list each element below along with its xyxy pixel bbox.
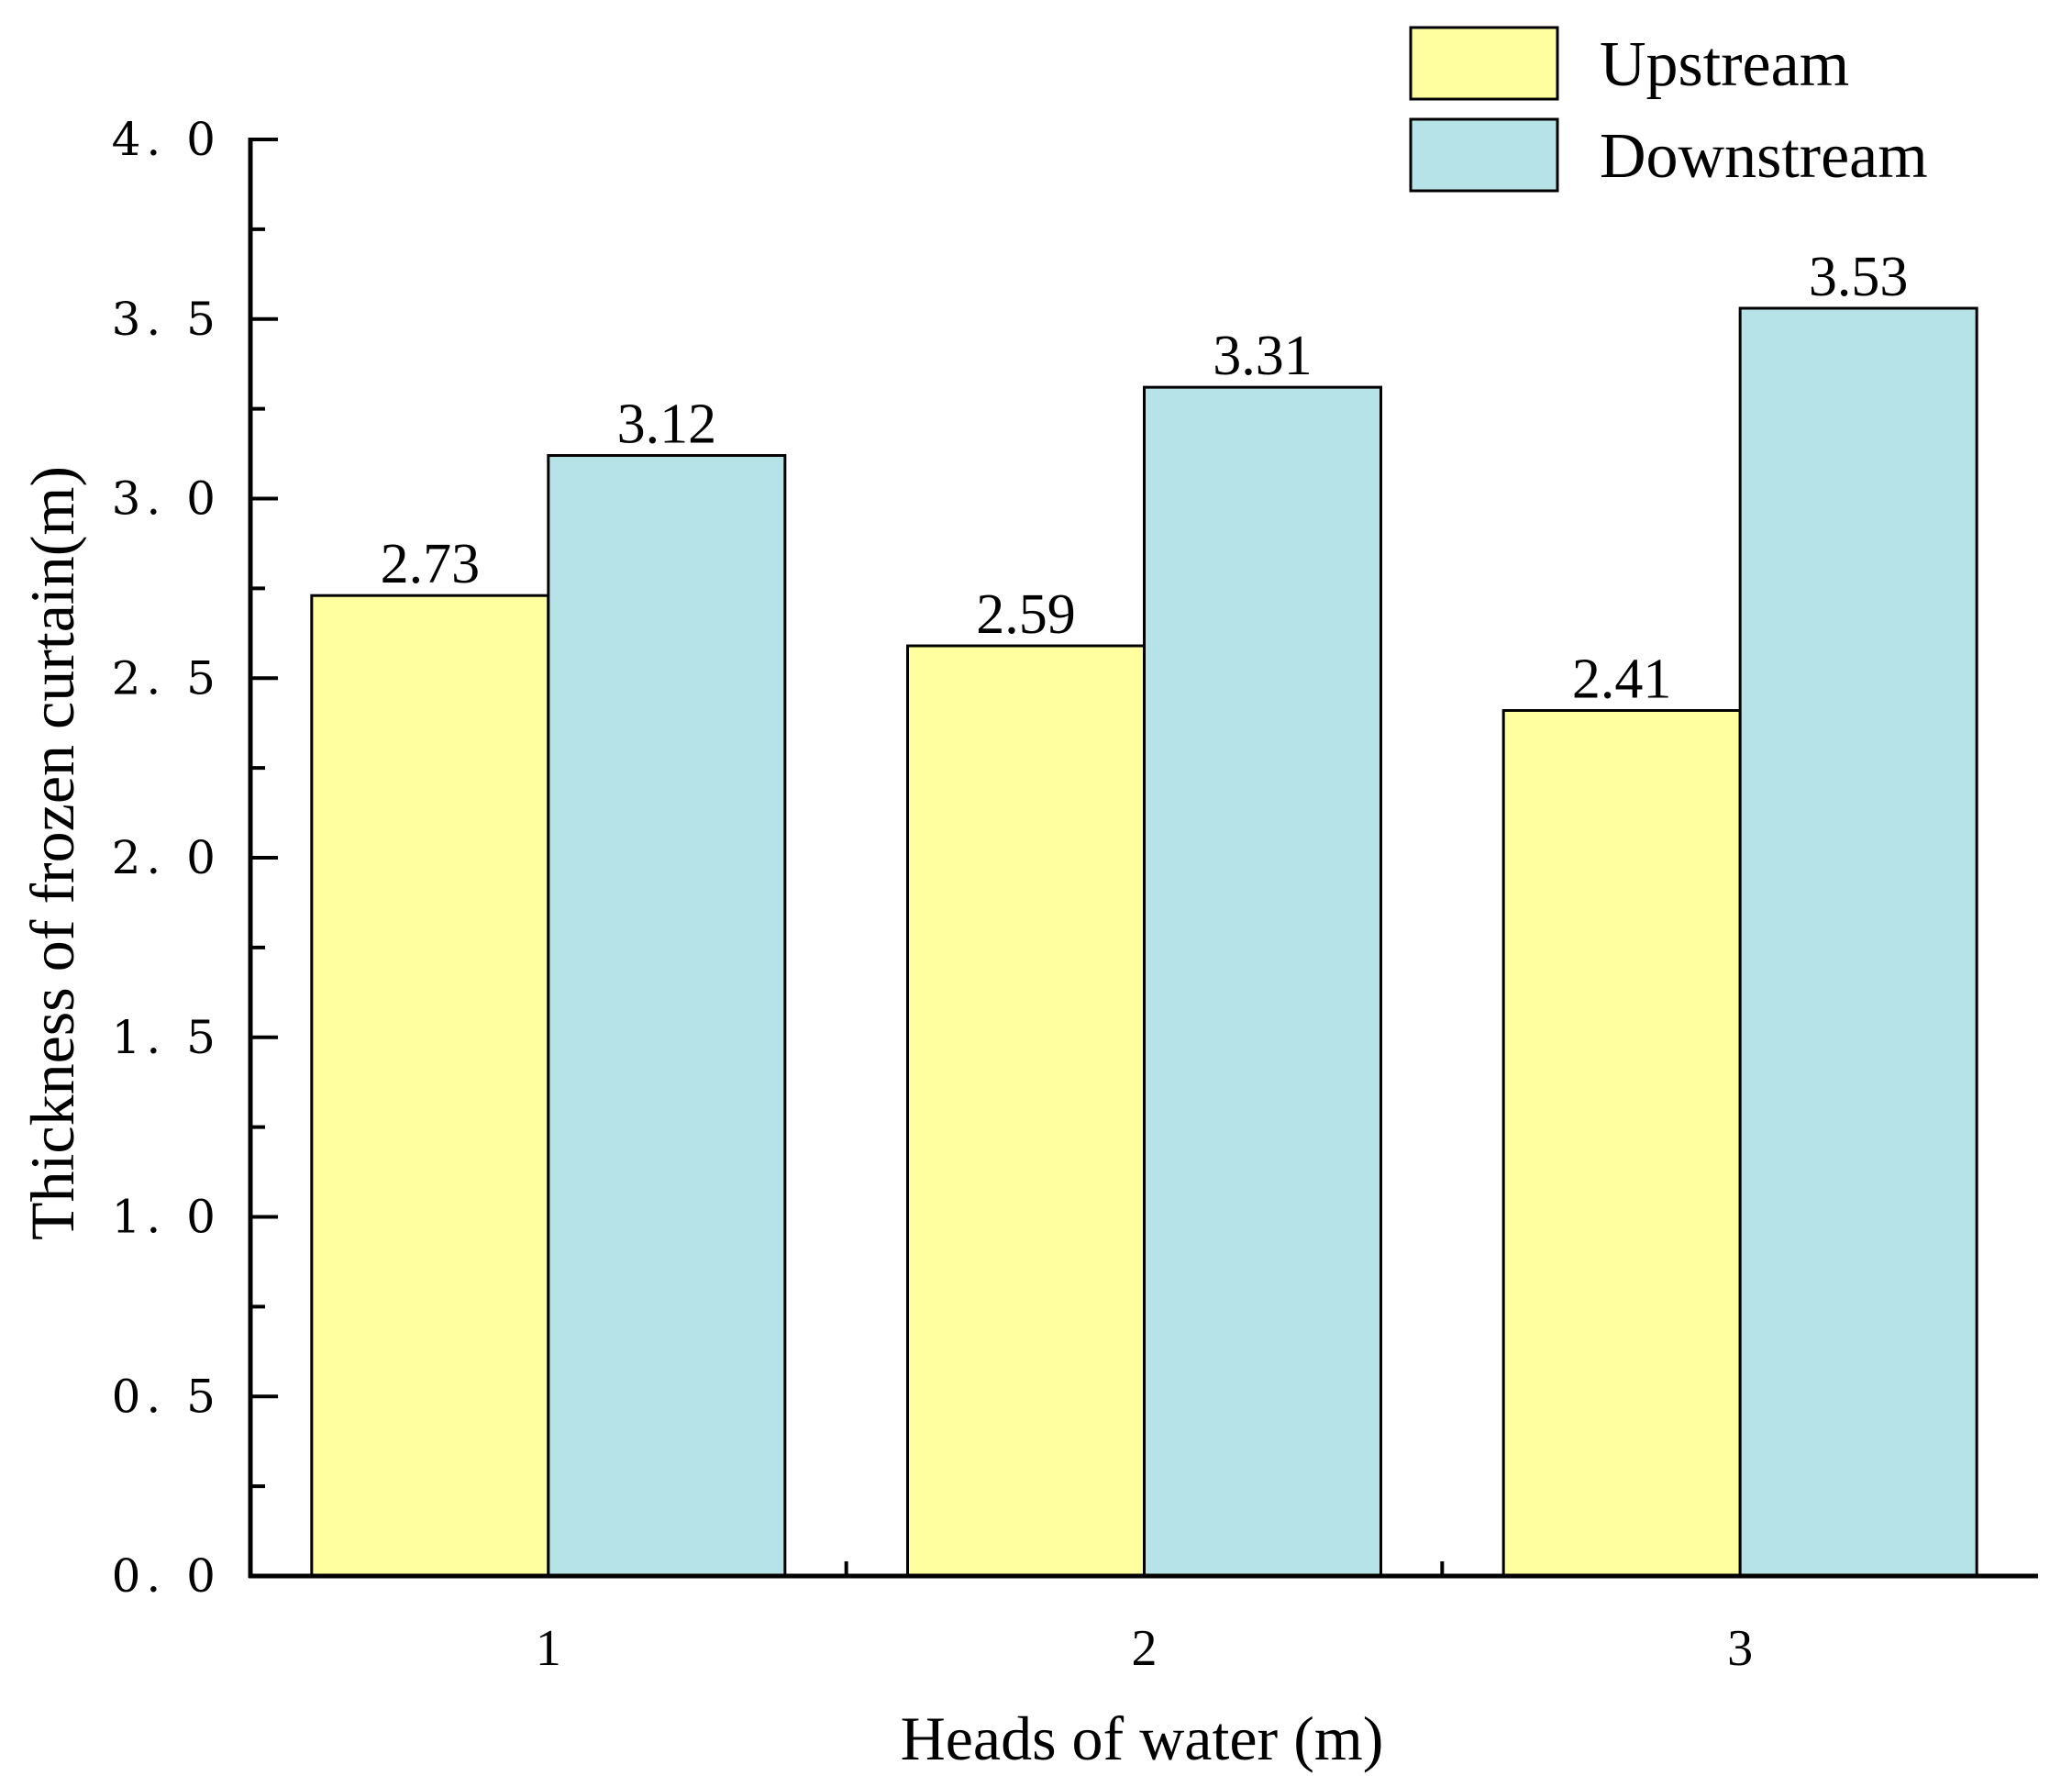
- bar-downstream-1: [547, 454, 787, 1578]
- y-tick-label: 2. 0: [112, 831, 221, 884]
- data-label: 3.53: [1809, 246, 1909, 308]
- bar-upstream-1: [310, 594, 550, 1578]
- bar-series: [310, 306, 1978, 1578]
- data-labels: 2.73 3.12 2.59 3.31 2.41 3.53: [381, 246, 1909, 710]
- y-tick-label: 3. 0: [112, 472, 221, 526]
- y-tick-label: 0. 0: [112, 1549, 221, 1603]
- legend-label: Upstream: [1600, 29, 1849, 100]
- bar-downstream-3: [1738, 306, 1978, 1578]
- legend-label: Downstream: [1600, 121, 1928, 192]
- x-axis-title: Heads of water (m): [901, 1704, 1384, 1773]
- data-label: 2.41: [1572, 648, 1672, 710]
- y-axis-ticks: 0. 0 0. 5 1. 0 1. 5 2. 0 2. 5 3. 0 3. 5 4. 0: [112, 113, 278, 1603]
- data-label: 3.31: [1213, 325, 1313, 387]
- x-tick-label: 2: [1132, 1620, 1158, 1677]
- legend: Upstream Downstream: [1409, 26, 1928, 193]
- bar-upstream-3: [1501, 708, 1742, 1578]
- y-tick-label: 4. 0: [112, 113, 221, 166]
- data-label: 3.12: [617, 394, 717, 456]
- bar-upstream-2: [906, 644, 1146, 1578]
- legend-swatch-upstream: [1409, 26, 1559, 101]
- y-tick-label: 1. 5: [112, 1011, 221, 1064]
- x-tick-label: 3: [1727, 1620, 1753, 1677]
- y-tick-label: 3. 5: [112, 293, 221, 346]
- y-axis-title: Thickness of frozen curtain(m): [17, 466, 87, 1240]
- data-label: 2.73: [381, 533, 481, 595]
- data-label: 2.59: [976, 583, 1076, 646]
- y-tick-label: 0. 5: [112, 1370, 221, 1423]
- bar-downstream-2: [1143, 385, 1382, 1578]
- x-axis-ticks: 1 2 3: [536, 1561, 1753, 1677]
- y-tick-label: 1. 0: [112, 1191, 221, 1244]
- legend-swatch-downstream: [1409, 117, 1559, 193]
- x-tick-label: 1: [536, 1620, 561, 1677]
- y-tick-label: 2. 5: [112, 651, 221, 705]
